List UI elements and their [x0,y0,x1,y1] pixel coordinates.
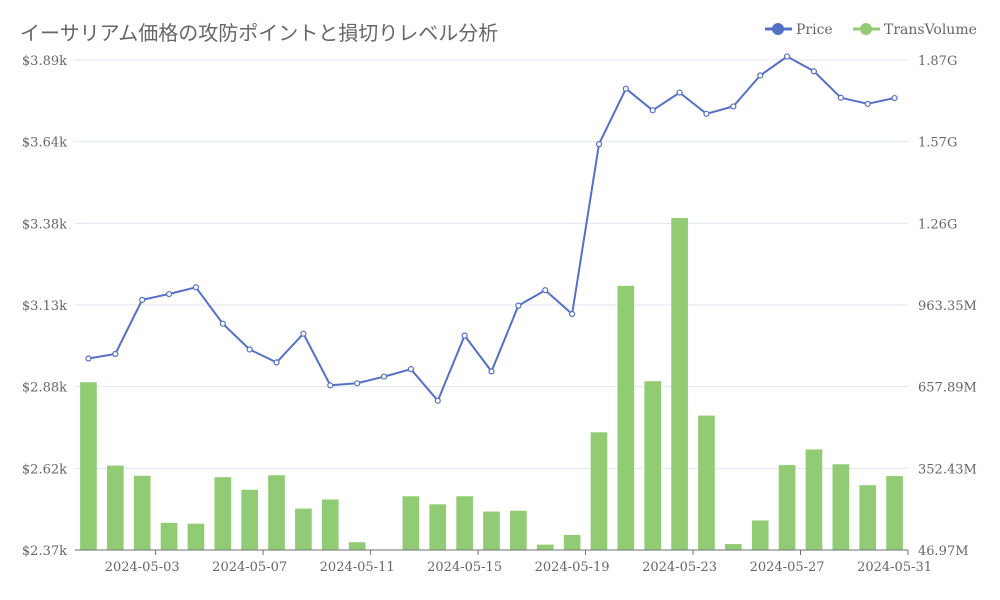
price-point[interactable] [810,68,818,75]
volume-bar[interactable] [510,510,527,550]
volume-bar[interactable] [80,382,97,550]
price-point[interactable] [542,287,549,294]
price-point[interactable] [112,350,119,358]
legend-marker-transvolume [860,23,872,35]
volume-bar[interactable] [187,523,205,550]
volume-bars [80,218,903,551]
volume-bar[interactable] [241,489,258,550]
volume-bar[interactable] [644,381,662,550]
y-left-tick-label: $3.64k [22,136,67,151]
y-left-tick-label: $3.89k [22,54,67,69]
y-left-tick-label: $2.37k [22,544,67,559]
y-right-tick-label: 1.87G [918,54,957,69]
price-point[interactable] [273,359,280,366]
price-point[interactable] [85,355,92,362]
y-left-tick-label: $2.62k [22,462,67,477]
price-point[interactable] [139,296,146,303]
price-point[interactable] [219,320,226,327]
y-left-tick-label: $3.38k [22,217,67,232]
volume-bar[interactable] [859,485,877,550]
price-point[interactable] [246,346,253,353]
volume-bar[interactable] [348,542,366,550]
x-tick-label: 2024-05-23 [642,560,717,575]
price-point[interactable] [434,397,441,404]
price-point[interactable] [703,110,710,117]
price-point[interactable] [649,107,656,114]
y-right-tick-label: 352.43M [918,462,977,477]
price-point[interactable] [165,290,173,298]
price-point[interactable] [730,103,737,110]
legend[interactable]: Price TransVolume [765,22,977,38]
volume-bar[interactable] [456,496,473,550]
legend-item-transvolume[interactable]: TransVolume [853,22,977,38]
price-point[interactable] [757,72,764,79]
volume-bar[interactable] [671,218,688,551]
volume-bar[interactable] [778,465,796,550]
volume-bar[interactable] [106,465,124,550]
price-point[interactable] [461,332,468,339]
price-point[interactable] [327,382,334,389]
volume-bar[interactable] [751,520,769,550]
price-point[interactable] [676,89,683,96]
price-line-layer [85,53,898,404]
legend-label-price: Price [796,22,833,38]
legend-item-price[interactable]: Price [765,22,833,38]
volume-bar[interactable] [698,415,715,550]
volume-bar[interactable] [483,511,500,550]
volume-bar[interactable] [832,464,850,550]
price-point[interactable] [569,310,576,318]
price-point[interactable] [783,53,791,60]
x-tick-label: 2024-05-07 [212,560,287,575]
volume-bar[interactable] [402,496,420,550]
volume-bar[interactable] [429,504,447,550]
gridlines [75,59,908,469]
price-point[interactable] [300,330,307,337]
volume-bar[interactable] [321,499,339,550]
volume-bar[interactable] [133,475,151,550]
legend-label-transvolume: TransVolume [884,22,977,38]
price-line [88,55,895,402]
x-tick-label: 2024-05-19 [535,560,610,575]
y-left-tick-label: $2.88k [22,381,67,396]
volume-bar[interactable] [160,522,178,550]
y-left-tick-label: $3.13k [22,299,67,314]
volume-bar[interactable] [886,476,903,550]
price-point[interactable] [354,380,361,387]
price-point[interactable] [622,85,629,92]
price-point[interactable] [595,141,603,148]
volume-bar[interactable] [214,477,232,550]
price-point[interactable] [891,94,898,102]
x-tick-label: 2024-05-15 [427,560,502,575]
y-right-tick-label: 1.57G [918,136,957,151]
y-right-tick-label: 1.26G [918,217,957,232]
volume-bar[interactable] [805,449,823,550]
volume-bar[interactable] [590,432,608,550]
price-point[interactable] [192,284,200,291]
price-point[interactable] [837,94,844,101]
x-tick-label: 2024-05-03 [105,560,180,575]
volume-bar[interactable] [617,285,635,550]
volume-bar[interactable] [536,544,554,550]
legend-marker-price [772,23,784,35]
price-point[interactable] [380,373,388,380]
y-right-tick-label: 657.89M [918,381,977,396]
volume-bar[interactable] [295,508,312,550]
price-point[interactable] [407,366,414,373]
x-tick-label: 2024-05-27 [750,560,825,575]
volume-bar[interactable] [268,475,285,550]
y-right-tick-label: 963.35M [918,299,977,314]
axis-labels: $2.37k 46.97M $2.62k 352.43M $2.88k 657.89M $3… [22,54,977,575]
axes [75,549,909,555]
price-point[interactable] [488,368,495,375]
y-right-tick-label: 46.97M [918,544,969,559]
price-point[interactable] [515,302,522,309]
price-point[interactable] [864,100,871,107]
x-tick-label: 2024-05-31 [857,560,932,575]
volume-bar[interactable] [725,544,742,550]
chart-title: イーサリアム価格の攻防ポイントと損切りレベル分析 [20,21,498,45]
x-tick-label: 2024-05-11 [320,560,395,575]
volume-bar[interactable] [563,534,581,550]
